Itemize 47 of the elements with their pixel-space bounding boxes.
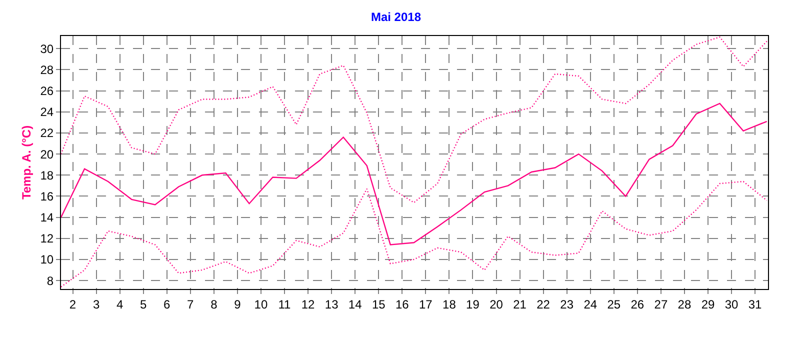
y-tick-label: 24 (40, 105, 54, 120)
y-tick-label: 18 (40, 168, 54, 182)
x-tick-label: 6 (164, 297, 171, 312)
y-tick-label: 22 (40, 126, 54, 140)
x-tick-label: 28 (678, 297, 692, 312)
x-tick-label: 14 (348, 297, 362, 312)
line-series (61, 180, 768, 288)
x-tick-label: 20 (490, 297, 504, 312)
y-tick-label: 26 (40, 84, 54, 98)
x-tick-label: 24 (584, 297, 598, 312)
x-tick-label: 23 (560, 297, 574, 312)
x-tick-label: 29 (701, 297, 715, 312)
x-tick-label: 30 (724, 297, 739, 312)
x-tick-label: 5 (140, 297, 148, 312)
x-tick-label: 8 (210, 297, 218, 312)
y-tick-label: 28 (40, 62, 54, 77)
x-tick-label: 17 (419, 297, 433, 312)
x-tick-label: 18 (442, 297, 456, 312)
x-tick-label: 27 (654, 297, 668, 312)
x-tick-label: 26 (630, 297, 644, 312)
y-tick-label: 20 (40, 147, 54, 162)
y-axis-title: Temp. A. (°C) (20, 125, 34, 200)
y-tick-label: 12 (40, 232, 54, 246)
y-tick-label: 8 (46, 274, 54, 288)
x-tick-label: 21 (513, 297, 527, 312)
x-tick-label: 25 (607, 297, 621, 312)
x-tick-label: 9 (234, 297, 242, 312)
line-series (61, 36, 768, 204)
x-tick-label: 3 (92, 297, 100, 312)
x-tick-label: 11 (278, 297, 292, 312)
x-tick-label: 31 (748, 297, 762, 312)
y-tick-label: 30 (40, 42, 54, 56)
x-tick-label: 12 (301, 297, 316, 312)
x-tick-label: 4 (116, 297, 124, 312)
line-series (61, 102, 768, 246)
x-tick-label: 13 (324, 297, 339, 312)
x-tick-label: 7 (187, 297, 194, 312)
x-tick-label: 15 (372, 297, 386, 312)
y-tick-label: 14 (40, 210, 54, 225)
x-tick-label: 16 (395, 297, 410, 312)
x-tick-label: 2 (69, 297, 76, 312)
x-tick-label: 19 (466, 297, 480, 312)
x-tick-label: 22 (536, 297, 550, 312)
y-tick-label: 16 (40, 189, 54, 204)
chart-title: Mai 2018 (370, 10, 422, 24)
y-tick-label: 10 (40, 252, 54, 267)
x-tick-label: 10 (254, 297, 268, 312)
